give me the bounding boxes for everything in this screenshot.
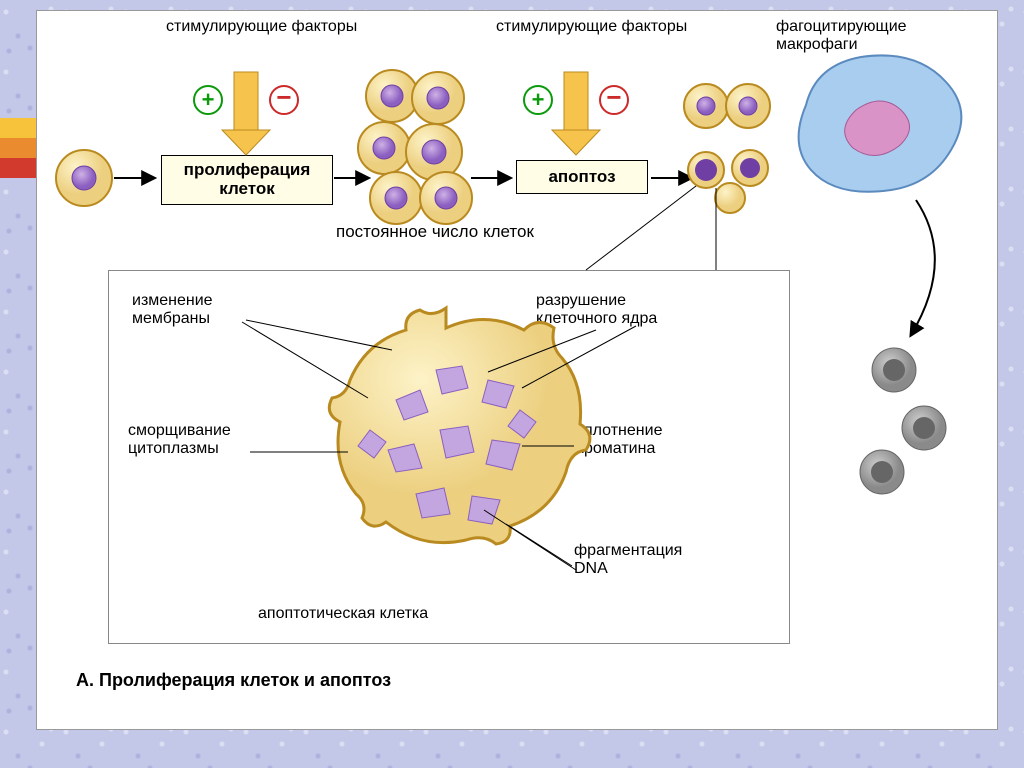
cell-initial <box>56 150 112 206</box>
svg-text:+: + <box>532 87 545 112</box>
big-apoptotic-cell <box>329 308 590 544</box>
macrophage <box>799 55 962 191</box>
cells-surviving <box>684 84 770 128</box>
diagram-stage: стимулирующие факторы стимулирующие факт… <box>36 10 998 730</box>
stim-arrow-2: + − <box>524 72 628 155</box>
svg-text:+: + <box>202 87 215 112</box>
cell-cluster <box>358 70 472 224</box>
grey-bodies <box>860 348 946 494</box>
svg-text:−: − <box>606 82 621 112</box>
svg-text:−: − <box>276 82 291 112</box>
slide-bullet-strip <box>0 118 36 178</box>
stim-arrow-1: + − <box>194 72 298 155</box>
diagram-svg: + − + − <box>36 10 998 730</box>
apoptotic-bodies <box>688 150 768 213</box>
